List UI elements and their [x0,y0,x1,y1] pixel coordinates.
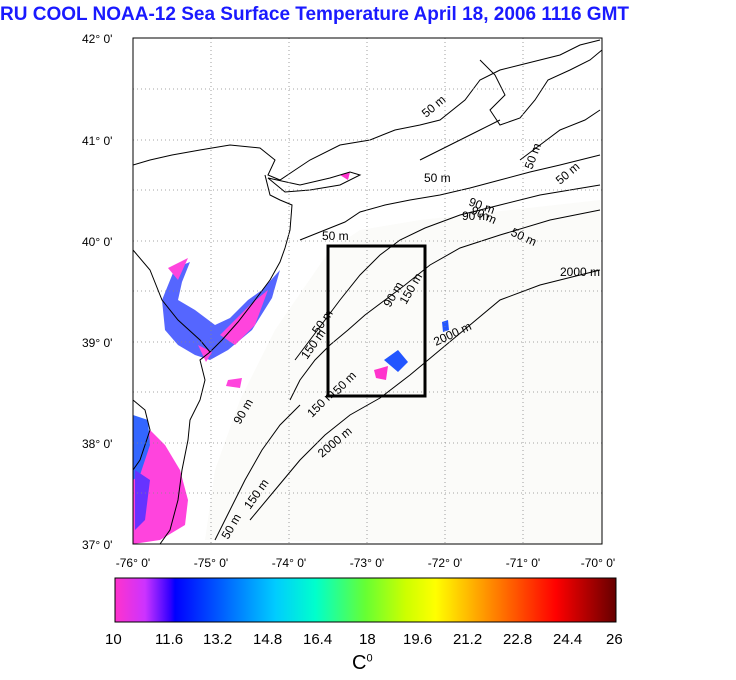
lon-tick-label: -75° 0' [194,556,228,570]
lat-tick-label: 38° 0' [82,437,112,451]
lat-tick-label: 41° 0' [82,134,112,148]
colorbar-tick-label: 13.2 [203,631,233,648]
patch-sst [226,378,242,388]
contour-90m-south [214,404,301,541]
map-title: RU COOL NOAA-12 Sea Surface Temperature … [0,4,630,25]
lon-tick-label: -74° 0' [272,556,306,570]
unit-superscript: 0 [366,652,373,665]
lat-tick-label: 42° 0' [82,32,112,46]
sst-coverage [205,200,602,544]
colorbar-tick-label: 16.4 [303,631,333,648]
contour-label: 90 m [462,209,489,223]
lon-tick-label: -71° 0' [506,556,540,570]
colorbar-tick-label: 14.8 [253,631,283,648]
colorbar [114,577,617,623]
contour-50m-far-ne [519,109,601,161]
graticule [133,38,602,544]
lon-tick-label: -72° 0' [428,556,462,570]
coastline-north [133,39,601,181]
colorbar-tick-label: 22.8 [503,631,533,648]
contour-label: 50 m [322,229,349,243]
lat-tick-label: 37° 0' [82,538,112,552]
plot-frame [132,37,603,545]
lon-tick-label: -73° 0' [350,556,384,570]
eddy-magenta [374,366,388,380]
eddy-blue [384,350,408,372]
nj-coast-sst [220,290,268,345]
cape-cod [479,49,602,126]
delaware-bay-sst [162,262,280,360]
colorbar-tick-label: 18 [359,631,376,648]
contour-label: 50 m [424,171,451,185]
colorbar-tick-label: 10 [105,631,122,648]
coastline-nj [159,174,293,544]
lon-tick-label: -76° 0' [116,556,150,570]
contour-150m [289,209,601,401]
contour-50m [299,154,601,241]
chesapeake-shore [133,399,151,471]
bay-mouth-sst [168,258,188,280]
eddy-small [442,320,449,332]
contour-50m-ne [419,119,501,161]
colorbar-tick-label: 11.6 [155,631,184,648]
colorbar-unit: C0 [352,652,373,675]
colorbar-tick-label: 24.4 [553,631,583,648]
contour-label: 2000 m [560,265,600,279]
long-island [267,171,362,193]
study-area-box [326,244,427,398]
lat-tick-label: 40° 0' [82,235,112,249]
contour-2000m [249,269,601,521]
li-sound-sst [340,172,350,180]
colorbar-tick-label: 26 [606,631,623,648]
colorbar-tick-label: 19.6 [403,631,433,648]
cape-sst [198,345,212,362]
colorbar-tick-label: 21.2 [453,631,483,648]
lon-tick-label: -70° 0' [581,556,615,570]
lat-tick-label: 39° 0' [82,336,112,350]
unit-label: C [352,652,367,674]
chesapeake-inner-sst [135,470,150,530]
longitude-axis: -76° 0' -75° 0' -74° 0' -73° 0' -72° 0' … [116,556,615,570]
latitude-axis: 42° 0' 41° 0' 40° 0' 39° 0' 38° 0' 37° 0… [82,32,112,552]
